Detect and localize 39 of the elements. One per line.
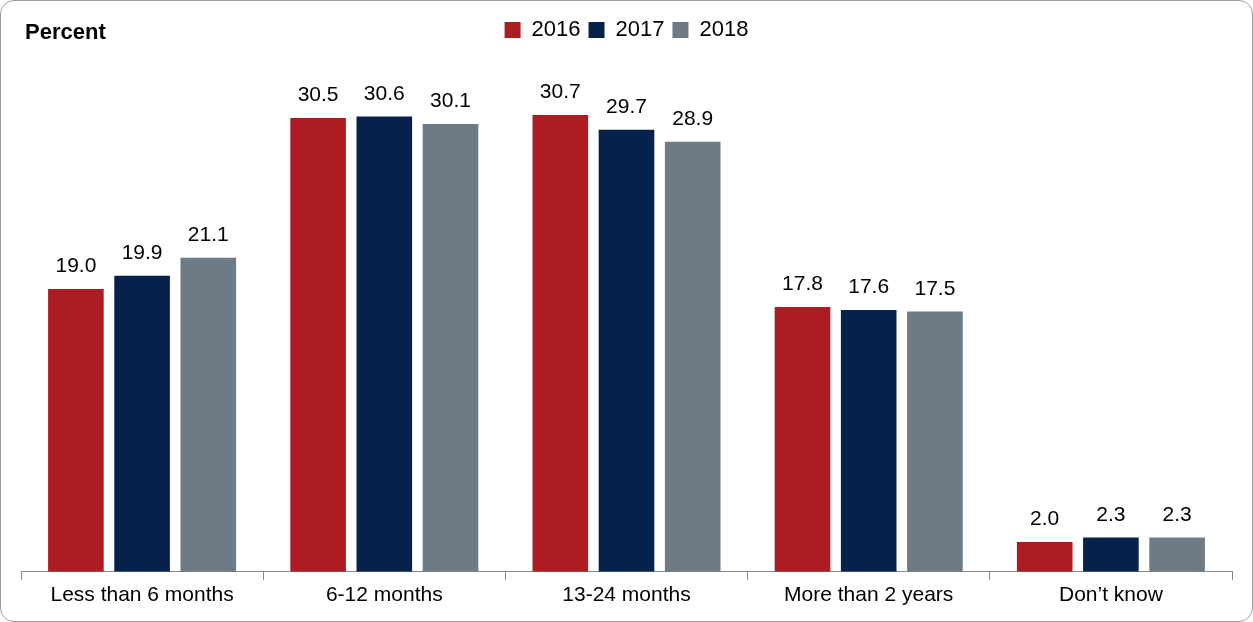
data-label: 28.9 [672, 106, 714, 130]
legend-label: 2018 [699, 16, 749, 42]
data-label: 30.5 [297, 82, 339, 106]
bar [907, 311, 963, 572]
y-axis-title: Percent [25, 19, 106, 45]
data-label: 2.3 [1096, 501, 1126, 525]
data-label: 2.3 [1162, 501, 1192, 525]
bar [532, 114, 589, 572]
bar [664, 141, 721, 572]
bar [1016, 542, 1073, 572]
legend-label: 2017 [615, 16, 665, 42]
data-label: 17.5 [914, 275, 956, 299]
data-label: 17.6 [848, 274, 890, 298]
x-tick-label: 6-12 months [325, 582, 443, 606]
bar [422, 123, 479, 572]
bar [1149, 537, 1205, 572]
data-label: 30.6 [363, 80, 405, 104]
data-label: 29.7 [606, 94, 647, 118]
bar [114, 275, 170, 572]
bar [290, 117, 346, 572]
x-tick-label: Less than 6 months [50, 582, 234, 606]
data-label: 19.0 [55, 253, 97, 277]
x-tick-label: More than 2 years [784, 582, 954, 606]
x-tick-label: Don’t know [1058, 582, 1164, 606]
data-label: 21.1 [187, 222, 229, 246]
bar [180, 257, 237, 572]
legend-label: 2016 [531, 16, 581, 42]
bar [840, 309, 897, 572]
x-tick-label: 13-24 months [562, 582, 691, 606]
data-label: 2.0 [1030, 506, 1060, 530]
bar [356, 116, 413, 572]
data-label: 30.1 [430, 88, 471, 112]
data-label: 17.8 [782, 271, 823, 295]
data-label: 30.7 [539, 79, 581, 103]
bar [1083, 537, 1139, 572]
data-label: 19.9 [121, 239, 163, 263]
bar [48, 289, 104, 572]
bar [774, 306, 831, 572]
bar [598, 129, 655, 572]
